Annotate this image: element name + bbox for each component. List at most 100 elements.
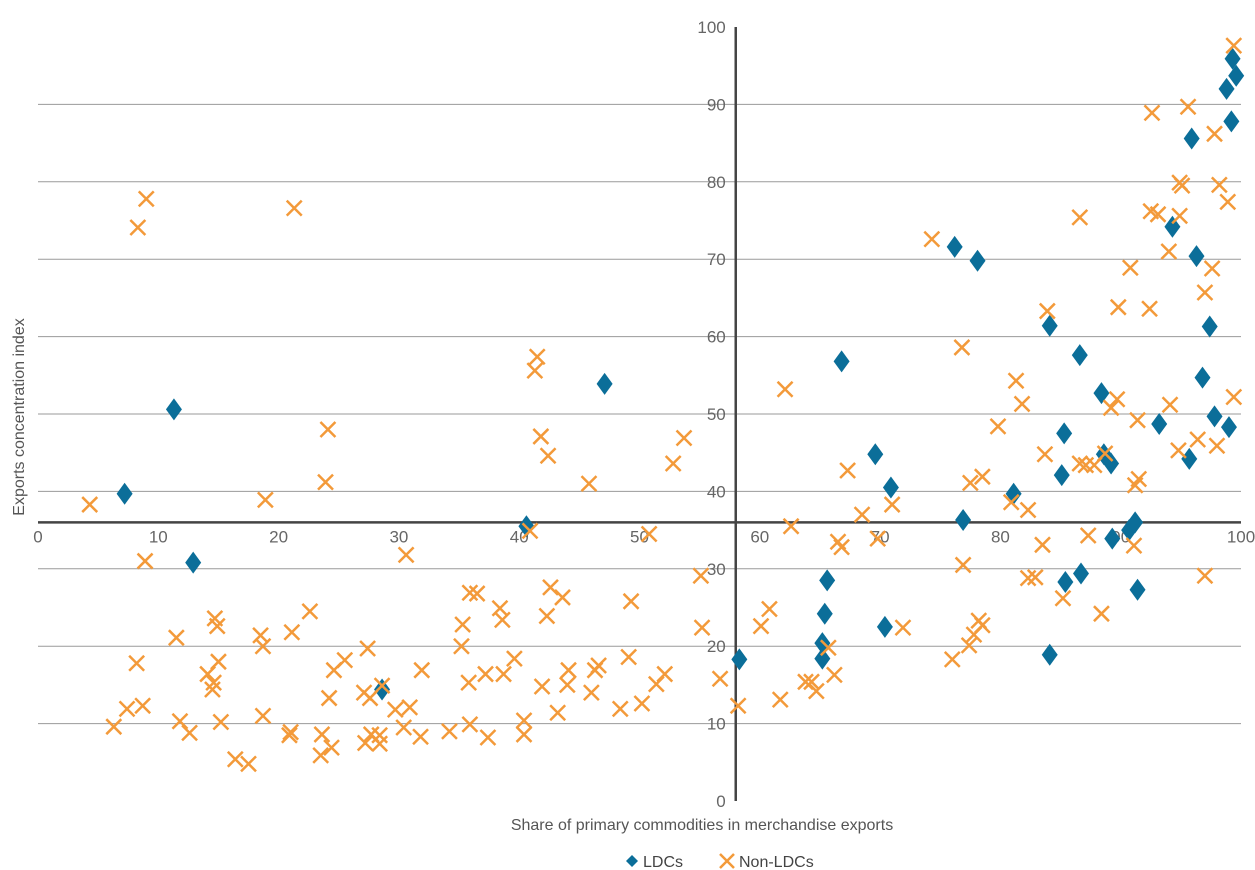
non-ldc-point [1160, 243, 1178, 260]
non-ldc-point [1071, 209, 1089, 226]
ldc-point [1220, 416, 1237, 439]
non-ldc-point [1141, 300, 1158, 318]
non-ldc-point [453, 637, 470, 655]
non-ldc-point [461, 584, 479, 602]
non-ldc-point [1108, 390, 1126, 408]
non-ldc-point [205, 674, 223, 691]
non-ldc-point [989, 418, 1007, 435]
ldc-point [1104, 527, 1121, 550]
non-ldc-point [549, 704, 567, 722]
y-axis: 0 10 20 30 40 50 60 70 80 90 100 [697, 18, 737, 811]
ldc-point [1093, 382, 1110, 405]
non-ldc-point [285, 199, 303, 217]
non-ldc-point [807, 682, 825, 700]
non-ldc-point [137, 190, 155, 208]
gridlines [38, 103, 1241, 725]
non-ldc-point [413, 661, 431, 679]
non-ldc-point [1189, 431, 1207, 448]
non-ldc-point [128, 654, 146, 672]
non-ldc-point [1225, 388, 1243, 406]
non-ldc-point [395, 719, 413, 736]
ldc-point [1228, 64, 1245, 87]
legend-item-ldcs: LDCs [626, 854, 683, 870]
non-ldc-point [313, 726, 331, 743]
ldc-point [1053, 464, 1070, 487]
non-ldc-point [526, 362, 544, 380]
non-ldc-point [373, 677, 391, 695]
ldc-point [1201, 315, 1218, 338]
non-ldc-point [441, 722, 458, 740]
ldc-point [882, 476, 899, 499]
non-ldc-point [776, 380, 794, 398]
non-ldc-point [468, 585, 486, 602]
non-ldc-point [495, 665, 512, 683]
non-ldc-point [412, 728, 429, 746]
non-ldc-point [336, 651, 354, 669]
non-ldc-point [1071, 455, 1089, 472]
legend-item-non-ldcs: Non-LDCs [719, 853, 814, 870]
non-ldc-point [1002, 493, 1020, 511]
ldc-point [1164, 215, 1181, 238]
non-ldc-point [252, 626, 269, 644]
non-ldc-point [611, 700, 629, 718]
non-ldc-point [590, 657, 607, 674]
y-tick-label: 40 [707, 482, 726, 501]
non-ldc-point [254, 637, 272, 655]
non-ldc-point [208, 617, 226, 635]
legend-diamond-marker [626, 855, 638, 867]
non-ldc-point [1019, 501, 1037, 519]
non-ldc-point [1208, 437, 1226, 455]
x-tick-label: 50 [630, 527, 649, 546]
y-tick-label: 90 [707, 95, 726, 114]
non-ldc-point [1161, 396, 1179, 414]
non-ldc-point [973, 468, 991, 486]
y-axis-title: Exports concentration index [11, 318, 28, 515]
ldc-point [1181, 447, 1198, 470]
non-ldc-point [204, 681, 221, 698]
non-ldc-point [454, 616, 472, 633]
ldc-point [165, 398, 182, 421]
non-ldc-point [1034, 536, 1051, 554]
non-ldc-point [1038, 302, 1056, 320]
non-ldc-point [167, 629, 185, 647]
ldc-point [814, 647, 831, 670]
non-ldc-point [803, 673, 820, 691]
ldc-point [969, 249, 986, 272]
non-ldc-point [460, 674, 478, 691]
non-ldc-point [129, 219, 147, 236]
non-ldc-point [622, 592, 640, 610]
non-ldc-point [656, 665, 674, 683]
x-tick-label: 20 [269, 527, 288, 546]
non-ldc-point [1093, 605, 1110, 623]
non-ldc-point [105, 718, 123, 736]
non-ldc-point [1173, 177, 1191, 195]
ldc-point [1041, 643, 1058, 666]
non-ldc-point [1179, 98, 1197, 116]
non-ldc-point [1036, 445, 1054, 463]
non-ldc-point [729, 697, 747, 715]
non-ldc-point [136, 552, 154, 570]
ldc-point [116, 482, 133, 505]
ldc-point [185, 551, 202, 574]
non-ldc-point [633, 695, 651, 712]
non-ldc-point [664, 455, 682, 472]
ldc-point [1183, 127, 1200, 150]
non-ldc-point [515, 712, 533, 729]
non-ldc-point [1013, 395, 1031, 413]
non-ldc-point [1026, 568, 1044, 586]
ldc-point [819, 569, 836, 592]
legend: LDCs Non-LDCs [626, 853, 814, 870]
ldc-point [1151, 413, 1168, 436]
non-ldc-point [371, 735, 389, 753]
non-ldc-point [1121, 259, 1139, 277]
non-ldc-point [1054, 589, 1072, 607]
non-ldc-point [301, 602, 319, 620]
y-tick-label: 30 [707, 560, 726, 579]
x-tick-label: 30 [389, 527, 408, 546]
non-ldc-point [923, 230, 941, 248]
ldc-point [1194, 366, 1211, 389]
non-ldc-point [118, 700, 136, 718]
non-ldc-point [212, 713, 230, 731]
non-ldc-point [580, 475, 598, 493]
